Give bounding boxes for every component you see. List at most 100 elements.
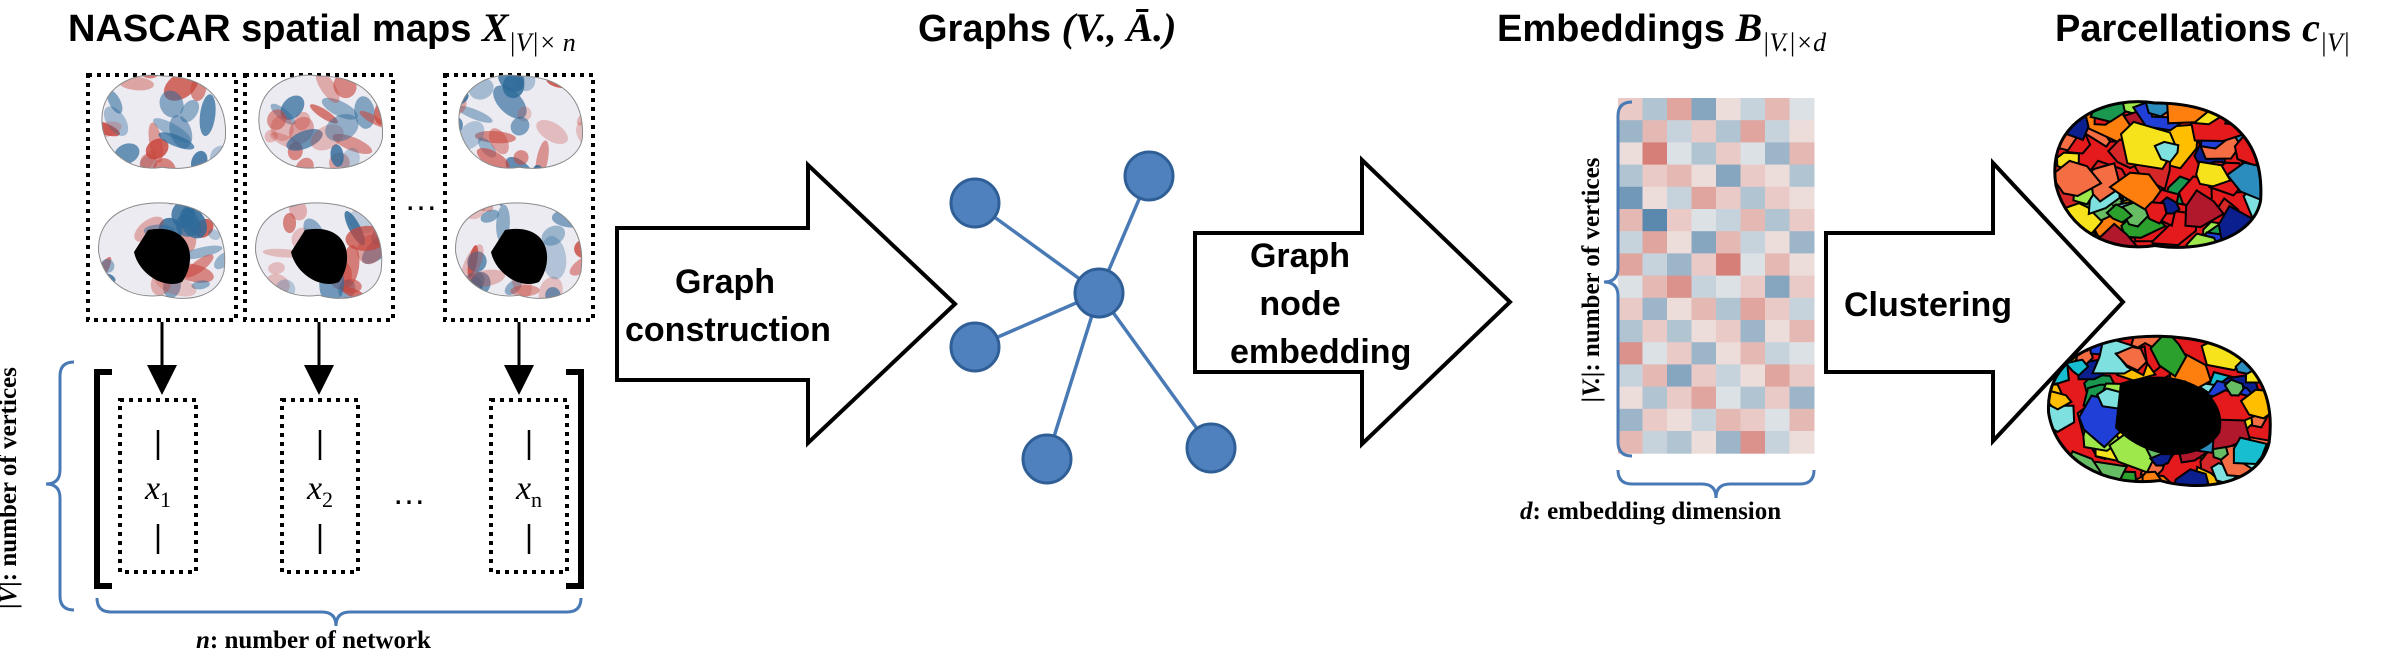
vector-x2-base: x xyxy=(306,470,323,507)
heatmap-cell xyxy=(1691,186,1717,210)
heatmap-cell xyxy=(1691,231,1717,254)
spatial-map-brain-3-medial xyxy=(455,202,583,299)
vector-box-2 xyxy=(280,398,360,574)
arrow-graph-construction xyxy=(615,160,958,448)
map-box-n xyxy=(443,73,595,322)
heatmap-cell xyxy=(1716,320,1741,343)
heatmap-cell xyxy=(1789,408,1815,432)
graph-edge-4 xyxy=(1097,291,1213,450)
title-spatial-maps: NASCAR spatial maps X|V|× n xyxy=(68,4,576,58)
heatmap-cell xyxy=(1765,431,1790,454)
heatmap-cell xyxy=(1691,297,1717,321)
heatmap-cell xyxy=(1667,408,1692,432)
heatmap-cell xyxy=(1789,186,1815,210)
heatmap-cell xyxy=(1740,186,1766,210)
heatmap-cell xyxy=(1618,231,1643,254)
heatmap-cell xyxy=(1765,408,1790,432)
heatmap-cell xyxy=(1740,342,1766,365)
title-parcellations-text: Parcellations xyxy=(2055,8,2303,50)
heatmap-cell xyxy=(1740,297,1766,321)
heatmap-cell xyxy=(1691,98,1717,121)
vector-x1-sub: 1 xyxy=(160,486,172,512)
heatmap-cell xyxy=(1789,142,1815,166)
vector-xn-base: x xyxy=(515,470,532,507)
heatmap-cell xyxy=(1765,342,1790,365)
heatmap-cell xyxy=(1618,364,1643,388)
annotation-embedding-dim-text: : embedding dimension xyxy=(1532,498,1782,525)
vector-x2: x2 xyxy=(292,470,348,513)
heatmap-cell xyxy=(1765,253,1790,277)
label-node-embedding: Graph node embedding xyxy=(1230,232,1411,376)
heatmap-cell xyxy=(1716,98,1741,121)
heatmap-cell xyxy=(1618,253,1643,277)
annotation-vertices-matrix: |V.|: number of vertices xyxy=(1578,120,1606,440)
heatmap-cell xyxy=(1642,142,1668,166)
heatmap-cell xyxy=(1740,275,1766,299)
heatmap-cell xyxy=(1789,297,1815,321)
heatmap-cell xyxy=(1765,120,1790,143)
heatmap-cell xyxy=(1691,164,1717,188)
heatmap-cell xyxy=(1642,253,1668,277)
heatmap-cell xyxy=(1667,342,1692,365)
heatmap-cell xyxy=(1740,164,1766,188)
heatmap-cell xyxy=(1740,386,1766,410)
spatial-map-brain-2-lateral xyxy=(258,74,383,169)
arrow-node-embedding xyxy=(1193,155,1513,449)
heatmap-cell xyxy=(1716,386,1741,410)
label-node-embedding-line-1: Graph xyxy=(1249,237,1351,275)
heatmap-cell xyxy=(1667,231,1692,254)
heatmap-cell xyxy=(1642,386,1668,410)
heatmap-cell xyxy=(1642,364,1668,388)
heatmap-cell xyxy=(1740,209,1766,232)
label-graph-construction-line-2: construction xyxy=(625,311,831,349)
map-box-2 xyxy=(243,73,395,322)
heatmap-cell xyxy=(1716,408,1741,432)
heatmap-cell xyxy=(1642,164,1668,188)
heatmap-cell xyxy=(1716,364,1741,388)
vector-x1: x1 xyxy=(130,470,186,513)
spatial-map-brain-2-medial xyxy=(255,202,383,299)
title-parcellations-subscript: |V| xyxy=(2319,28,2351,57)
heatmap-cell xyxy=(1618,386,1643,410)
vector-x1-base: x xyxy=(144,470,161,507)
heatmap-cell xyxy=(1618,120,1643,143)
vector-boxes xyxy=(118,398,569,574)
graph-node-1 xyxy=(1123,150,1175,202)
vector-xn: xn xyxy=(501,470,557,513)
heatmap-cell xyxy=(1618,142,1643,166)
vector-x2-sub: 2 xyxy=(322,486,334,512)
brace-vertices-left xyxy=(45,360,75,612)
title-graphs-symbol: (V., Ā.) xyxy=(1061,5,1177,50)
heatmap-cell xyxy=(1642,431,1668,454)
annotation-vertices-left-var: |V| xyxy=(0,581,22,609)
graph-node-0 xyxy=(949,177,1001,229)
title-spatial-maps-subscript: |V|× n xyxy=(508,28,576,57)
heatmap-cell xyxy=(1789,209,1815,232)
heatmap-cell xyxy=(1642,275,1668,299)
title-graphs: Graphs (V., Ā.) xyxy=(918,4,1176,51)
heatmap-cell xyxy=(1691,209,1717,232)
heatmap-cell xyxy=(1789,364,1815,388)
label-graph-construction: Graph construction xyxy=(625,258,831,354)
heatmap-cell xyxy=(1618,342,1643,365)
heatmap-cell xyxy=(1716,142,1741,166)
heatmap-cell xyxy=(1716,164,1741,188)
heatmap-cell xyxy=(1789,431,1815,454)
heatmap-cell xyxy=(1716,186,1741,210)
vector-bars xyxy=(156,430,531,554)
title-spatial-maps-symbol: X xyxy=(481,5,509,50)
annotation-network-text: : number of network xyxy=(209,627,431,654)
heatmap-cell xyxy=(1789,342,1815,365)
brace-embedding-dim xyxy=(1616,469,1816,499)
vector-box-1 xyxy=(118,398,198,574)
graph-node-5 xyxy=(1185,422,1237,474)
heatmap-cell xyxy=(1765,297,1790,321)
heatmap-cell xyxy=(1642,98,1668,121)
heatmap-cell xyxy=(1740,98,1766,121)
heatmap-cell xyxy=(1691,120,1717,143)
annotation-embedding-dim-var: d xyxy=(1520,498,1533,525)
heatmap-cell xyxy=(1765,186,1790,210)
heatmap-cell xyxy=(1716,275,1741,299)
graph-node-3 xyxy=(949,321,1001,373)
graph-node-2 xyxy=(1073,267,1125,319)
